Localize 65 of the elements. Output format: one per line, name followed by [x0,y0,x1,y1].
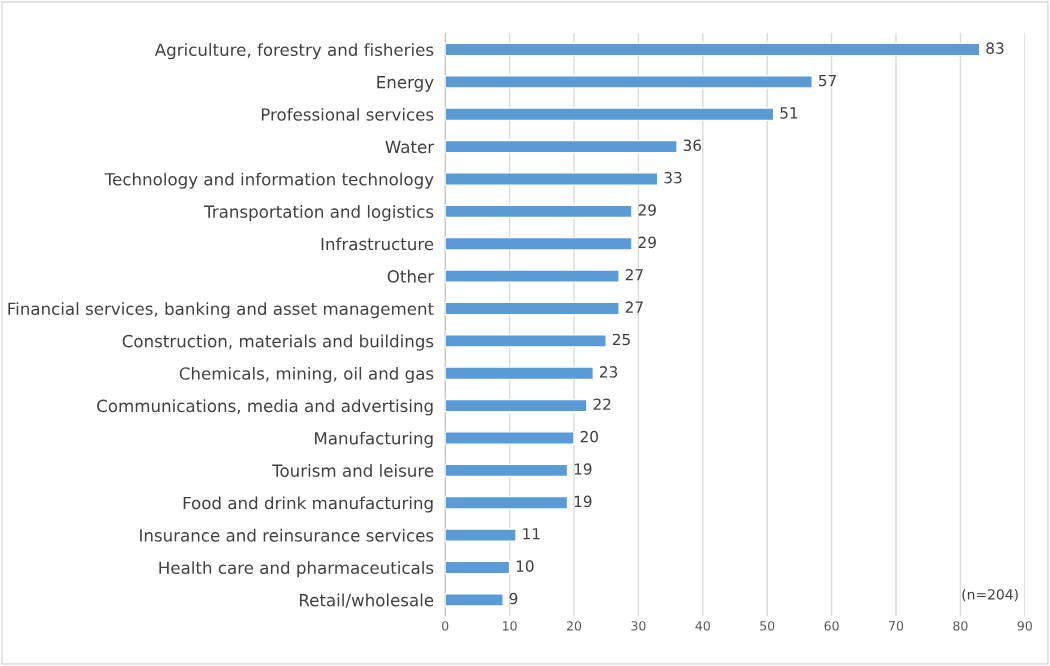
data-label: 19 [574,495,592,508]
data-label: 27 [625,301,643,313]
data-label: 36 [683,139,702,152]
data-label: 57 [819,74,836,87]
x-tick-label: 90 [1017,621,1032,631]
data-label: 33 [664,171,682,184]
bar [445,593,504,607]
bar [445,495,569,510]
y-tick-label: Water [385,140,435,154]
bar [445,42,981,57]
bar [445,75,813,89]
y-tick-label: Insurance and reinsurance services [140,528,434,542]
data-label: 51 [780,107,798,119]
bar [445,204,633,219]
annotation: (n=204) [962,588,1018,602]
bar [445,269,620,283]
data-label: 11 [523,528,540,540]
x-tick-label: 0 [442,621,449,631]
x-tick-label: 50 [760,621,775,631]
x-tick-label: 30 [631,621,646,631]
bar [445,139,678,154]
y-tick-label: Construction, materials and buildings [122,334,434,351]
x-tick-label: 20 [566,621,582,631]
data-label: 23 [600,366,618,378]
y-tick-label: Health care and pharmaceuticals [159,561,434,578]
data-label: 27 [625,268,643,281]
y-tick-label: Energy [377,76,434,92]
data-label: 9 [509,592,518,605]
y-tick-label: Infrastructure [321,237,434,251]
bar [445,107,775,122]
data-label: 25 [612,333,630,346]
data-label: 29 [638,204,656,216]
data-label: 83 [986,42,1004,54]
bar [445,431,575,445]
x-tick-label: 10 [503,621,517,631]
bar [445,398,588,413]
bar [445,528,517,542]
x-tick-label: 80 [953,621,968,631]
data-label: 20 [580,430,598,443]
bar [445,560,511,575]
y-tick-label: Manufacturing [315,431,433,448]
bar [445,463,569,478]
data-label: 29 [638,236,656,249]
y-tick-label: Communications, media and advertising [97,399,433,416]
y-tick-label: Food and drink manufacturing [183,496,433,513]
bar [445,334,607,348]
bar [445,172,659,186]
x-tick-label: 60 [824,621,839,631]
y-tick-label: Transportation and logistics [204,205,434,222]
data-label: 10 [516,560,534,572]
y-tick-label: Other [387,269,435,283]
y-tick-label: Technology and information technology [104,172,434,189]
bar [445,301,620,316]
x-tick-label: 40 [695,621,710,631]
x-tick-label: 70 [889,621,904,631]
y-tick-label: Chemicals, mining, oil and gas [179,366,434,384]
y-tick-label: Tourism and leisure [272,464,434,477]
y-tick-label: Professional services [261,107,434,121]
y-tick-label: Retail/wholesale [299,593,434,608]
y-tick-label: Agriculture, forestry and fisheries [154,43,434,60]
data-label: 22 [593,398,611,410]
y-tick-label: Financial services, banking and asset management [8,302,434,319]
bar [445,366,595,381]
data-label: 19 [574,463,592,475]
bar [445,236,633,251]
